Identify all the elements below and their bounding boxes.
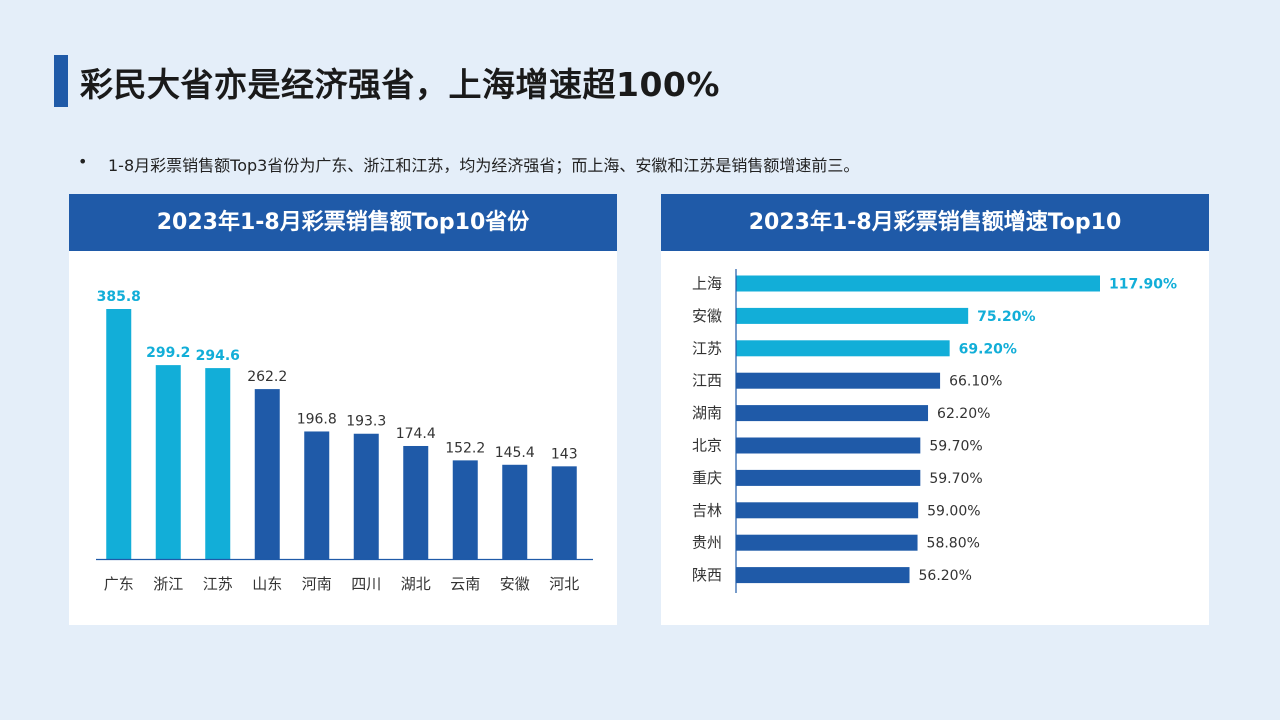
growth-category-label: 贵州 [692,534,722,552]
growth-bar [736,437,921,454]
growth-bar [736,502,919,519]
sales-value-label: 174.4 [396,426,436,442]
sales-bar [452,460,478,559]
growth-value-label: 69.20% [959,341,1017,357]
growth-bar [736,469,921,486]
growth-top10-panel: 2023年1-8月彩票销售额增速Top10 上海 117.90% 安徽 75.20% 江… [661,194,1209,625]
page-title: 彩民大省亦是经济强省，上海增速超100% [80,65,720,104]
growth-value-label: 59.70% [929,471,982,487]
sales-value-label: 294.6 [196,348,240,364]
sales-category-label: 广东 [104,575,134,593]
sales-value-label: 143 [551,446,578,462]
growth-value-label: 62.20% [937,406,990,422]
sales-category-label: 河北 [549,575,579,593]
sales-bar [551,466,577,559]
sales-category-label: 安徽 [500,575,530,593]
sales-bar [304,431,330,559]
growth-bar [736,534,918,551]
sales-chart-title: 2023年1-8月彩票销售额Top10省份 [69,194,617,251]
sales-category-label: 浙江 [153,575,183,593]
growth-chart-title: 2023年1-8月彩票销售额增速Top10 [661,194,1209,251]
title-accent-bar [54,55,68,107]
sales-value-label: 193.3 [346,414,386,430]
sales-bar [254,389,280,559]
growth-bar [736,567,910,584]
sales-bar [106,309,132,559]
sales-value-label: 152.2 [445,440,485,456]
sales-value-label: 385.8 [97,289,141,305]
sales-category-label: 河南 [302,575,332,593]
growth-value-label: 56.20% [919,568,972,584]
growth-category-label: 北京 [692,437,722,455]
growth-category-label: 安徽 [692,307,722,325]
growth-bar [736,275,1100,292]
sales-category-label: 四川 [351,575,381,593]
sales-value-label: 262.2 [247,369,287,385]
sales-top10-panel: 2023年1-8月彩票销售额Top10省份 385.8 广东 299.2 浙江 294.… [69,194,617,625]
sales-value-label: 299.2 [146,345,190,361]
sales-category-label: 江苏 [203,575,233,593]
sales-category-label: 湖北 [401,575,431,593]
growth-value-label: 59.00% [927,503,980,519]
sales-value-label: 145.4 [495,445,535,461]
growth-value-label: 75.20% [977,309,1035,325]
growth-bar-chart: 上海 117.90% 安徽 75.20% 江苏 69.20% 江西 66.10% 湖南 62.20… [692,269,1177,593]
sales-category-label: 云南 [450,575,480,593]
growth-bar [736,307,969,324]
sales-value-label: 196.8 [297,411,337,427]
sales-bar [403,445,429,559]
sales-category-label: 山东 [252,575,282,593]
growth-category-label: 陕西 [692,566,722,584]
growth-category-label: 上海 [692,275,722,293]
growth-bar [736,372,941,389]
sales-bar [155,365,181,559]
growth-value-label: 66.10% [949,374,1002,390]
growth-category-label: 重庆 [692,469,722,487]
growth-bar [736,405,929,422]
growth-category-label: 湖南 [692,404,722,422]
sales-bar [502,464,528,559]
sales-bar-chart: 385.8 广东 299.2 浙江 294.6 江苏 262.2 山东 196.8 河南 193.3… [96,289,593,593]
growth-category-label: 江西 [692,372,722,390]
growth-bar [736,340,950,357]
bullet-marker: • [78,152,88,171]
sales-bar [205,368,231,559]
growth-value-label: 59.70% [929,439,982,455]
growth-value-label: 117.90% [1109,277,1177,293]
bullet-text: 1-8月彩票销售额Top3省份为广东、浙江和江苏，均为经济强省；而上海、安徽和江… [108,156,860,175]
sales-bar [353,433,379,559]
growth-category-label: 吉林 [692,501,722,519]
growth-value-label: 58.80% [927,536,980,552]
growth-category-label: 江苏 [692,339,722,357]
